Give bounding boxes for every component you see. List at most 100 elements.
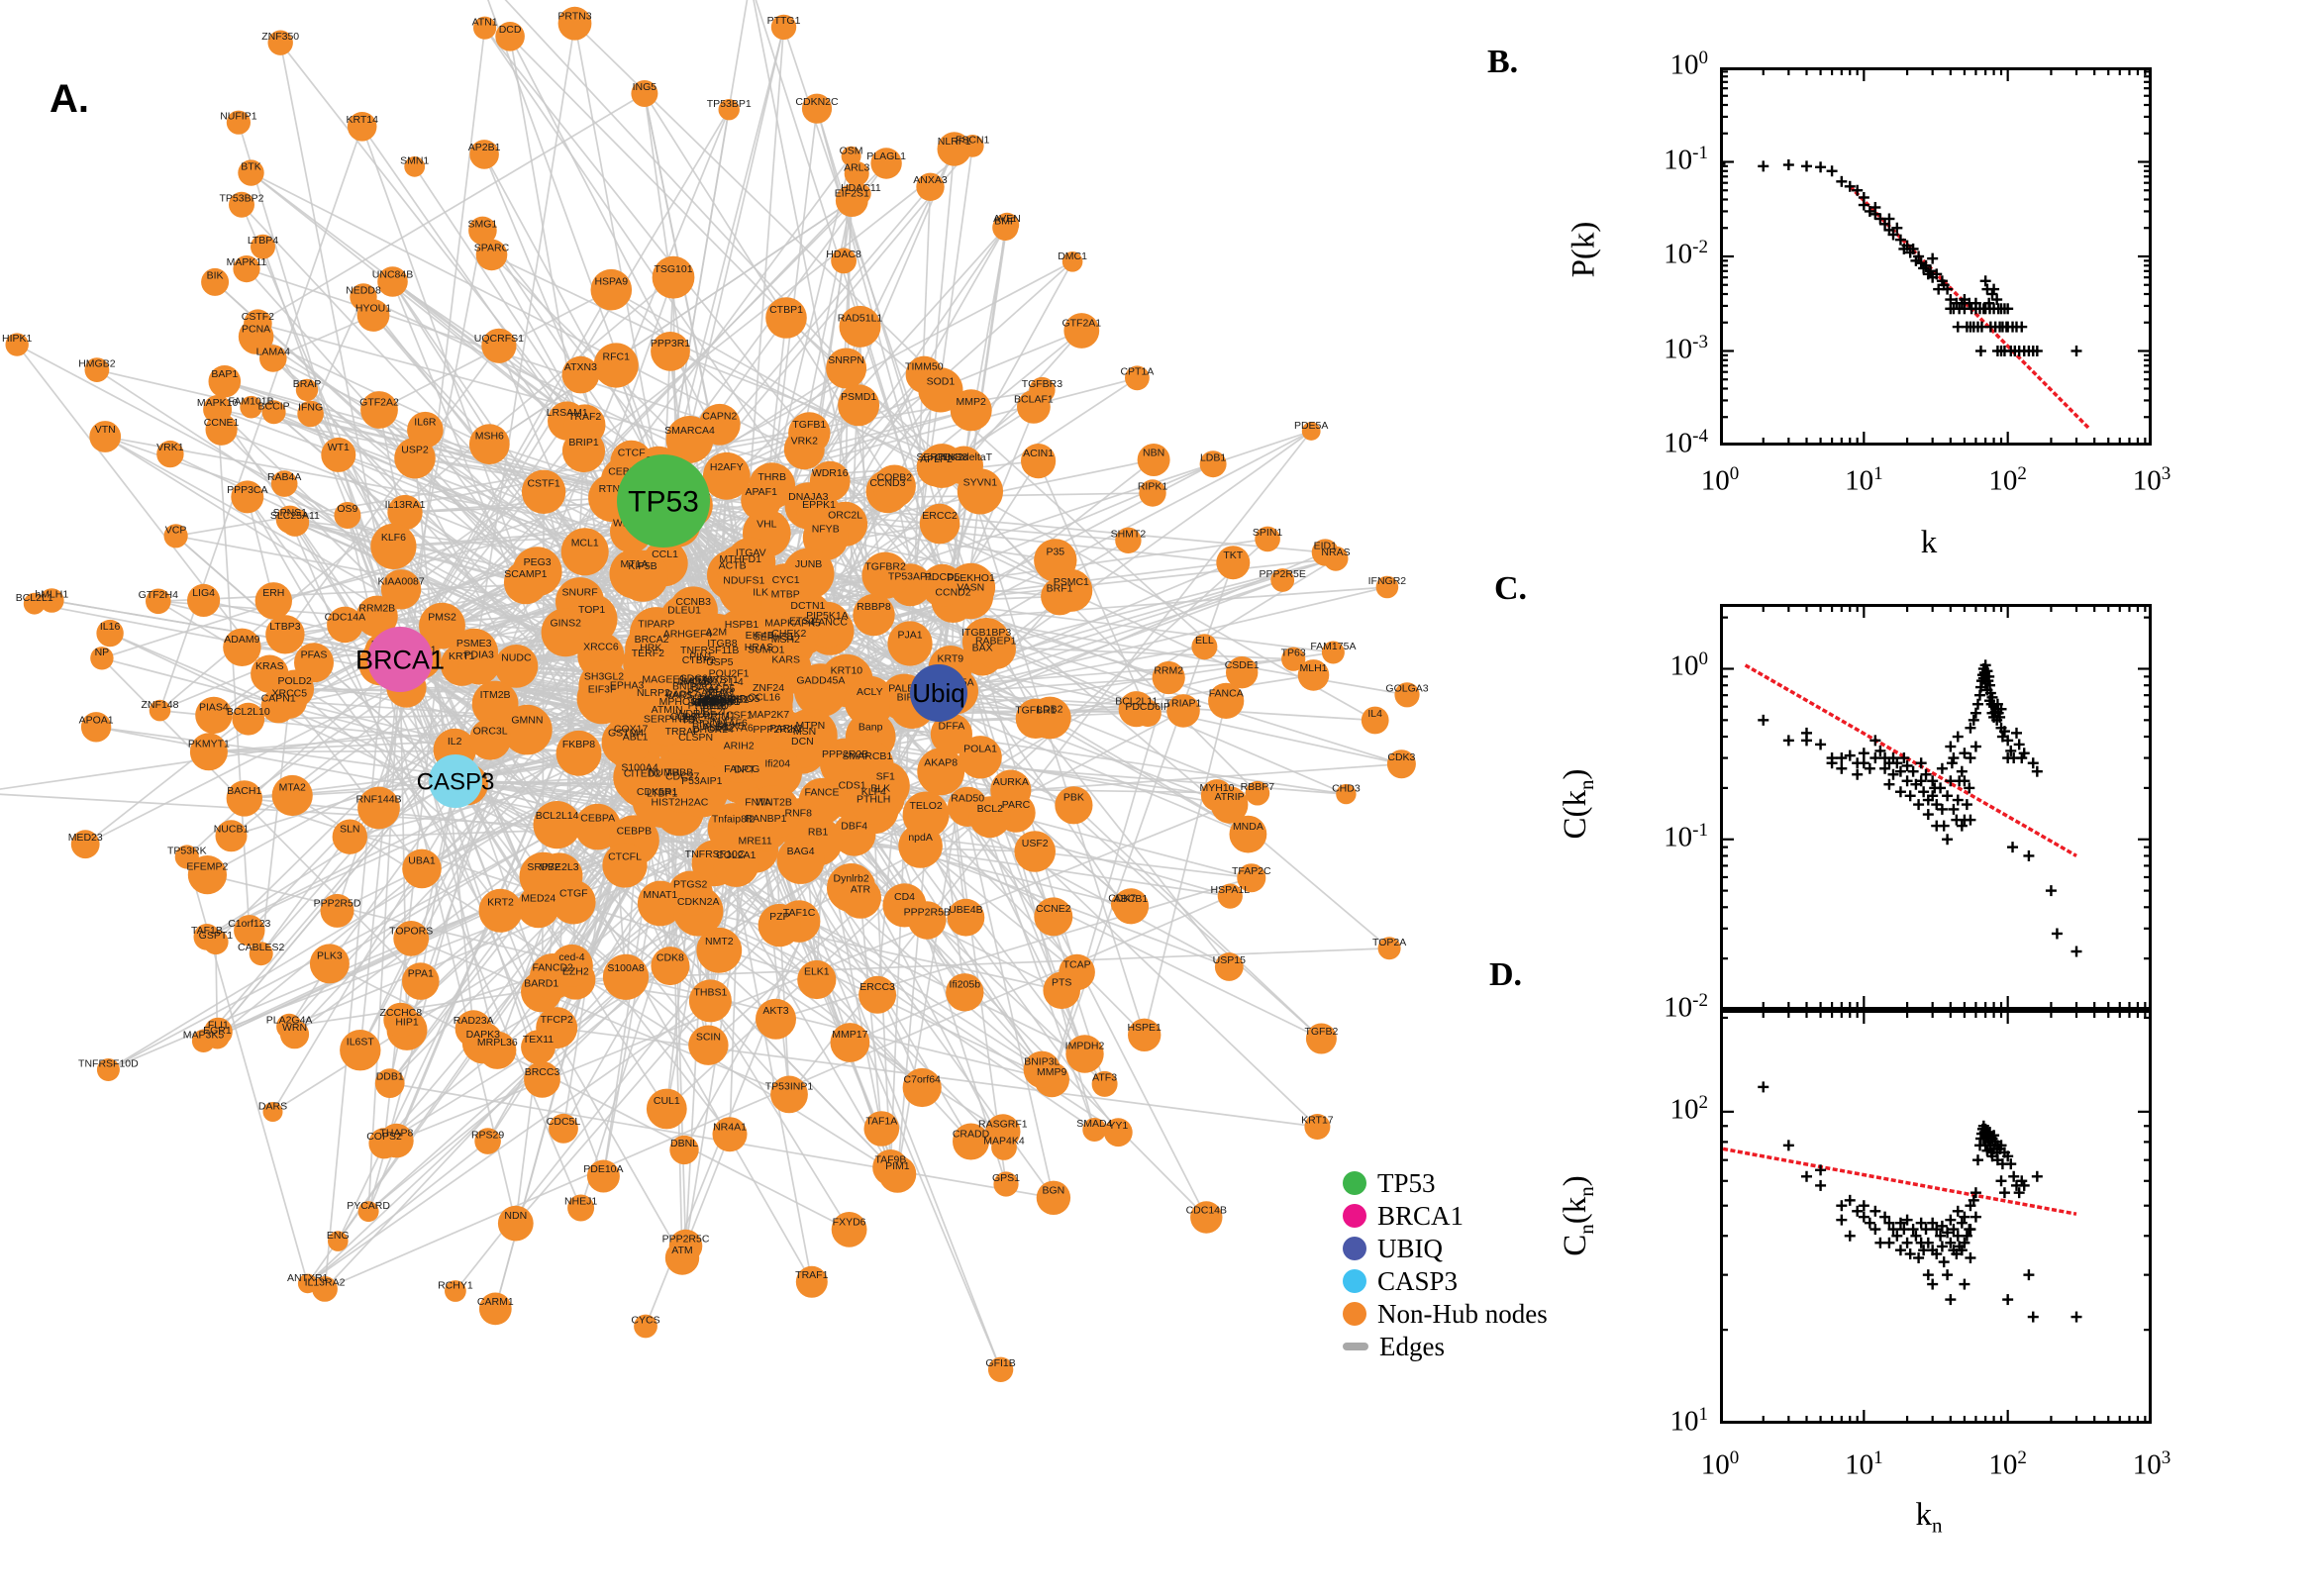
svg-text:WDR16: WDR16 [812, 467, 849, 479]
svg-text:CRADD: CRADD [953, 1128, 990, 1140]
svg-text:SMG1: SMG1 [468, 218, 498, 230]
svg-text:MNDA: MNDA [1233, 821, 1263, 833]
svg-text:GOLGA3: GOLGA3 [1385, 683, 1428, 695]
svg-text:TAF9B: TAF9B [874, 1154, 906, 1166]
svg-text:EZH2: EZH2 [562, 966, 589, 978]
svg-text:MAGEE1: MAGEE1 [642, 674, 685, 686]
svg-text:PCNA: PCNA [242, 324, 270, 336]
svg-text:IL6ST: IL6ST [347, 1037, 375, 1048]
data-points [1758, 659, 2082, 957]
fit-line [1744, 663, 2077, 857]
svg-text:PSMC1: PSMC1 [1054, 576, 1089, 588]
svg-text:DLEU1: DLEU1 [667, 605, 701, 617]
svg-text:AKT3: AKT3 [762, 1005, 788, 1017]
svg-text:MCL1: MCL1 [571, 537, 599, 549]
svg-text:C1orf123: C1orf123 [228, 918, 270, 930]
svg-text:COPS2: COPS2 [366, 1131, 402, 1143]
svg-text:RAD17: RAD17 [665, 689, 699, 701]
svg-text:CAPN2: CAPN2 [702, 411, 737, 423]
svg-text:PTS: PTS [1052, 977, 1071, 989]
svg-text:USP5: USP5 [706, 656, 734, 668]
svg-text:TAF1B: TAF1B [191, 925, 223, 937]
svg-text:SH3GL2: SH3GL2 [584, 670, 624, 682]
svg-text:SNURF: SNURF [562, 587, 598, 599]
svg-text:MSN: MSN [793, 726, 816, 738]
svg-text:RPS29: RPS29 [471, 1129, 504, 1141]
svg-text:PPP2R5B: PPP2R5B [904, 907, 951, 919]
svg-text:IL13RA2: IL13RA2 [305, 1277, 346, 1289]
svg-text:ABCB1: ABCB1 [1114, 893, 1149, 905]
svg-text:BTK: BTK [241, 160, 260, 172]
svg-text:S100A8: S100A8 [607, 962, 645, 974]
panel-c-y-tick-label: 10-1 [1664, 819, 1708, 853]
svg-text:IL16: IL16 [100, 621, 121, 633]
svg-text:FANCC: FANCC [812, 616, 848, 628]
legend-item-label: Edges [1379, 1332, 1445, 1361]
svg-text:BNIP3L: BNIP3L [1024, 1056, 1060, 1068]
svg-text:FANCA: FANCA [1209, 687, 1244, 699]
svg-text:TEX11: TEX11 [523, 1034, 554, 1046]
svg-text:UBE4B: UBE4B [949, 904, 982, 916]
svg-text:JUND: JUND [701, 700, 729, 712]
svg-text:NMT2: NMT2 [705, 936, 734, 948]
legend-node-glyph [1343, 1237, 1366, 1260]
panel-d-y-tick-label: 102 [1669, 1091, 1709, 1126]
svg-text:GMNN: GMNN [511, 715, 543, 727]
svg-text:COL2A1: COL2A1 [716, 849, 756, 861]
svg-text:BFAR: BFAR [706, 687, 734, 699]
svg-text:VRK1: VRK1 [156, 442, 184, 453]
svg-text:SMARCA4: SMARCA4 [664, 425, 715, 437]
svg-text:XRCC5: XRCC5 [272, 688, 308, 700]
hub-nodes: TP53 BRCA1 Ubiq CASP3 [355, 454, 967, 808]
svg-text:BMF: BMF [994, 216, 1016, 228]
panel-d-x-axis-title: kn [1915, 1497, 1943, 1538]
svg-text:IL2: IL2 [448, 736, 462, 748]
svg-text:CUL1: CUL1 [654, 1095, 680, 1107]
svg-text:XPO5: XPO5 [732, 693, 759, 705]
svg-text:DBNL: DBNL [670, 1138, 698, 1149]
svg-text:CYC1: CYC1 [772, 574, 800, 586]
svg-text:MMP17: MMP17 [832, 1029, 867, 1041]
svg-text:MNAT1: MNAT1 [643, 889, 677, 901]
svg-text:BLK: BLK [870, 782, 890, 794]
svg-text:SLN: SLN [340, 824, 359, 836]
svg-text:CDK7: CDK7 [1108, 893, 1136, 905]
svg-text:MED24: MED24 [521, 893, 556, 905]
svg-text:TGFBR1: TGFBR1 [1015, 705, 1057, 717]
svg-text:GADD45A: GADD45A [796, 675, 845, 687]
svg-text:BCL2L11: BCL2L11 [1115, 696, 1158, 708]
svg-text:RIPK1: RIPK1 [1138, 481, 1168, 493]
svg-text:TRIAP1: TRIAP1 [1165, 698, 1202, 710]
svg-text:BCLAF1: BCLAF1 [1014, 394, 1054, 406]
hub-node-brca1 [367, 627, 433, 692]
svg-text:BCCIP: BCCIP [258, 400, 290, 412]
panel-c-label: C. [1494, 570, 1528, 607]
svg-text:NDUFS1: NDUFS1 [723, 575, 764, 587]
svg-text:EFEMP2: EFEMP2 [186, 861, 228, 873]
svg-text:IMPDH2: IMPDH2 [1065, 1041, 1105, 1052]
svg-text:CHEK2: CHEK2 [771, 628, 806, 640]
svg-text:hMLH1: hMLH1 [35, 589, 68, 601]
svg-text:MRE11: MRE11 [738, 835, 771, 847]
svg-text:POLA1: POLA1 [963, 743, 997, 754]
svg-text:EIF4B: EIF4B [746, 630, 774, 642]
svg-text:PLA2G4A: PLA2G4A [266, 1014, 313, 1026]
svg-text:CCND2: CCND2 [935, 587, 970, 599]
svg-text:NP: NP [95, 647, 110, 658]
svg-text:KLF6: KLF6 [381, 532, 406, 544]
svg-text:ACTB: ACTB [719, 560, 747, 572]
svg-text:FANCD2: FANCD2 [532, 961, 573, 973]
svg-text:CDK2: CDK2 [693, 698, 721, 710]
svg-text:C7orf64: C7orf64 [904, 1074, 942, 1086]
svg-text:KRT1: KRT1 [449, 650, 475, 662]
svg-text:KRAS: KRAS [255, 660, 284, 672]
svg-text:CDC27: CDC27 [665, 770, 700, 782]
legend-item-label: UBIQ [1377, 1234, 1443, 1263]
svg-text:CDC14A: CDC14A [325, 611, 365, 623]
svg-text:TFAP2C: TFAP2C [1232, 865, 1271, 877]
svg-text:TFCP2: TFCP2 [541, 1014, 573, 1026]
svg-text:PARK2: PARK2 [769, 723, 803, 735]
svg-text:EID1: EID1 [1314, 541, 1338, 552]
svg-text:BARD1: BARD1 [524, 977, 558, 989]
svg-text:PARC: PARC [1002, 799, 1031, 811]
